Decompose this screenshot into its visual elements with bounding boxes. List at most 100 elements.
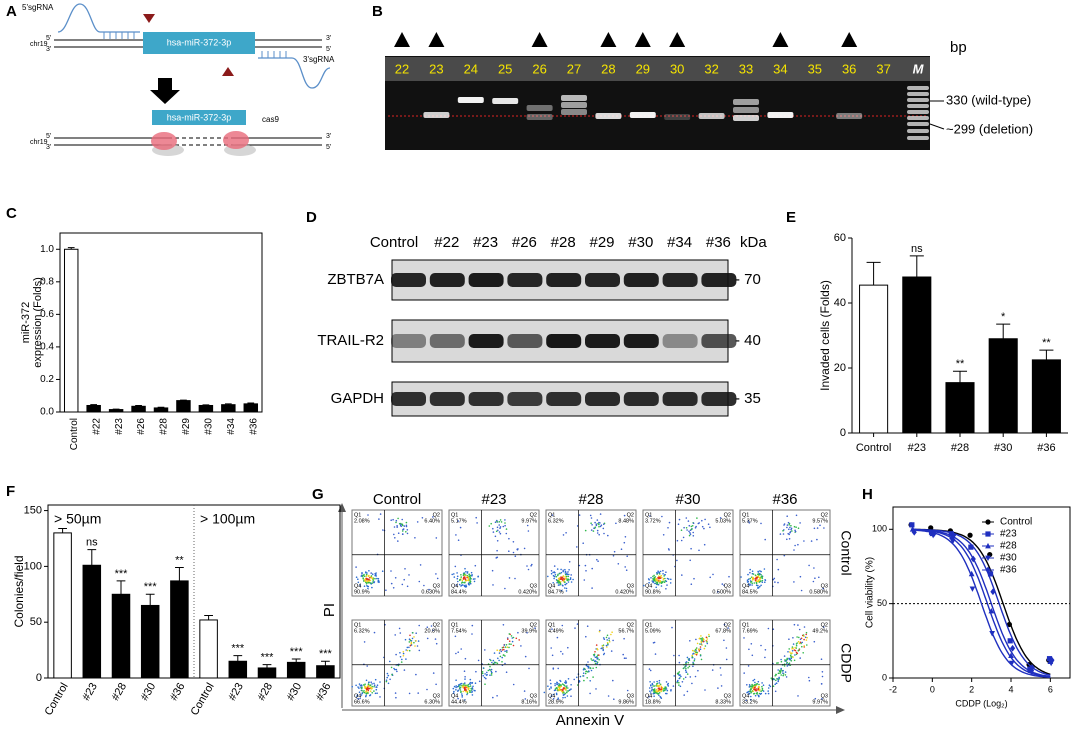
event-dot bbox=[423, 584, 425, 587]
event-dot bbox=[661, 576, 663, 579]
event-dot bbox=[602, 647, 604, 649]
bar bbox=[86, 404, 101, 413]
event-dot bbox=[795, 514, 798, 517]
quadrant-percent: 9.97% bbox=[521, 518, 537, 524]
event-dot bbox=[658, 692, 661, 694]
event-dot bbox=[414, 645, 416, 647]
x-tick-label: -2 bbox=[889, 684, 897, 694]
band-label: 330 (wild-type) bbox=[946, 92, 1031, 107]
event-dot bbox=[464, 682, 466, 684]
marker bbox=[988, 607, 995, 614]
quadrant-percent: 8.33% bbox=[715, 699, 731, 705]
marker bbox=[1010, 644, 1016, 652]
quadrant-percent: 0.420% bbox=[615, 589, 634, 595]
event-dot bbox=[786, 524, 789, 526]
event-dot bbox=[778, 676, 780, 679]
event-dot bbox=[610, 650, 613, 652]
event-dot bbox=[761, 682, 763, 684]
event-dot bbox=[786, 515, 788, 517]
event-dot bbox=[416, 645, 419, 647]
event-dot bbox=[701, 639, 703, 642]
event-dot bbox=[789, 659, 791, 661]
event-dot bbox=[759, 693, 762, 695]
event-dot bbox=[487, 669, 490, 672]
event-dot bbox=[679, 674, 681, 676]
event-dot bbox=[782, 669, 784, 672]
band bbox=[492, 98, 519, 104]
event-dot bbox=[747, 583, 750, 585]
event-dot bbox=[594, 526, 597, 528]
event-dot bbox=[791, 530, 793, 532]
event-dot bbox=[818, 576, 820, 579]
strand-end: 5' bbox=[46, 133, 51, 140]
event-dot bbox=[395, 653, 397, 656]
event-dot bbox=[405, 658, 407, 660]
event-dot bbox=[594, 662, 597, 665]
event-dot bbox=[751, 654, 754, 657]
significance: *** bbox=[144, 581, 158, 593]
event-dot bbox=[780, 674, 782, 676]
event-dot bbox=[602, 653, 605, 656]
event-dot bbox=[518, 639, 520, 641]
event-dot bbox=[394, 692, 397, 694]
legend-label: #36 bbox=[1000, 565, 1017, 576]
event-dot bbox=[808, 679, 811, 682]
quadrant-name: Q3 bbox=[724, 693, 731, 699]
event-dot bbox=[808, 676, 810, 679]
event-dot bbox=[590, 658, 592, 660]
band bbox=[767, 112, 794, 118]
event-dot bbox=[566, 578, 568, 580]
event-dot bbox=[406, 532, 409, 535]
event-dot bbox=[784, 659, 786, 661]
ladder-band bbox=[907, 98, 929, 102]
event-dot bbox=[699, 643, 701, 645]
band bbox=[662, 273, 698, 287]
x-axis-title: CDDP (Log₂) bbox=[955, 698, 1007, 708]
event-dot bbox=[416, 521, 419, 523]
event-dot bbox=[371, 692, 374, 694]
event-dot bbox=[504, 587, 506, 590]
plot-frame bbox=[739, 619, 831, 707]
event-dot bbox=[395, 519, 398, 522]
event-dot bbox=[367, 514, 369, 516]
event-dot bbox=[693, 658, 696, 660]
x-tick-label: Control bbox=[43, 681, 71, 718]
event-dot bbox=[566, 695, 569, 697]
event-dot bbox=[756, 578, 758, 580]
event-dot bbox=[365, 573, 368, 576]
event-dot bbox=[505, 644, 508, 646]
event-dot bbox=[687, 520, 690, 522]
event-dot bbox=[483, 676, 486, 679]
event-dot bbox=[564, 587, 566, 589]
quadrant-percent: 6.40% bbox=[424, 518, 440, 524]
event-dot bbox=[704, 645, 707, 647]
event-dot bbox=[501, 649, 504, 651]
event-dot bbox=[803, 626, 806, 628]
marker bbox=[1049, 656, 1055, 664]
event-dot bbox=[504, 646, 507, 648]
error-bar bbox=[952, 370, 968, 383]
event-dot bbox=[706, 641, 708, 643]
event-dot bbox=[390, 519, 393, 521]
event-dot bbox=[775, 679, 777, 682]
event-dot bbox=[592, 676, 594, 678]
event-dot bbox=[659, 582, 661, 584]
event-dot bbox=[607, 643, 609, 645]
event-dot bbox=[528, 667, 530, 670]
event-dot bbox=[557, 667, 559, 670]
band bbox=[836, 113, 863, 119]
event-dot bbox=[691, 525, 694, 527]
event-dot bbox=[777, 669, 779, 671]
quadrant-name: Q1 bbox=[742, 622, 749, 628]
event-dot bbox=[357, 581, 360, 584]
quadrant-percent: 9.86% bbox=[618, 699, 634, 705]
event-dot bbox=[701, 519, 703, 522]
event-dot bbox=[382, 529, 384, 531]
event-dot bbox=[660, 688, 662, 691]
event-dot bbox=[553, 565, 556, 567]
event-dot bbox=[757, 685, 760, 688]
event-dot bbox=[595, 523, 598, 525]
y-tick-label: 0.8 bbox=[40, 276, 54, 287]
event-dot bbox=[698, 637, 701, 640]
event-dot bbox=[798, 636, 800, 639]
